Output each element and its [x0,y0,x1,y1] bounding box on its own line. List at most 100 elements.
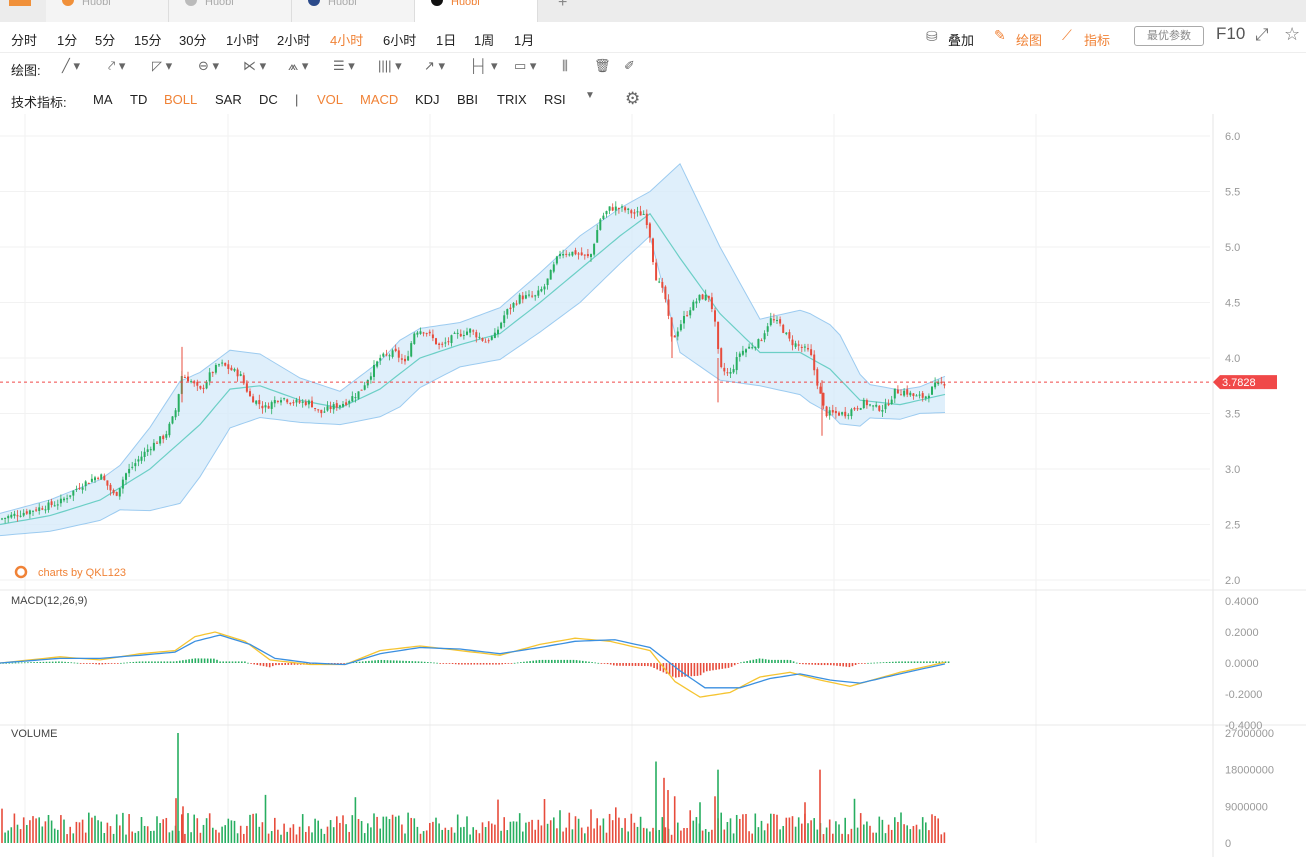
volume-bar [342,815,344,843]
volume-bar [652,827,654,843]
indicator-0[interactable]: MA [93,92,113,107]
timeframe-4[interactable]: 30分 [179,33,207,48]
macd-hist-bar [541,659,544,663]
more-indicators-icon[interactable]: ▼ [585,90,595,101]
candle-body [227,364,230,369]
candle-body [537,290,540,296]
indicator-2[interactable]: BOLL [164,92,198,107]
timeframe-10[interactable]: 1周 [474,33,495,48]
indicator-8[interactable]: KDJ [415,92,440,107]
volume-bar [890,829,893,843]
overlay-button[interactable]: 叠加 [948,33,975,48]
volume-bar [320,828,323,843]
tab-source: Huobi [328,0,357,8]
indicator-3[interactable]: SAR [215,92,242,107]
macd-hist-bar [14,662,17,664]
star-icon[interactable]: ☆ [1284,24,1301,44]
volume-bar [590,809,592,843]
pattern-tool-icon[interactable]: ⩕ ▾ [288,58,309,73]
chart-watermark: charts by QKL123 [38,567,126,579]
add-tab-icon[interactable]: + [558,0,568,11]
shape-tool-icon[interactable]: ⊖ ▾ [198,58,220,73]
candle-body [751,347,754,349]
timeframe-8[interactable]: 6小时 [383,33,417,48]
indicator-6[interactable]: VOL [317,92,344,107]
candle-body [695,301,698,304]
candle-body [729,372,732,374]
volume-bar [565,827,567,843]
timeframe-2[interactable]: 5分 [95,33,116,48]
line-tool-icon[interactable]: ╱ ▾ [62,58,80,73]
volume-bar [264,794,267,843]
candle-body [776,320,778,322]
indicator-10[interactable]: TRIX [497,92,527,107]
tab-3[interactable]: Huobi [292,0,415,22]
candle-body [596,230,599,243]
candle-body [714,310,716,322]
timeframe-6[interactable]: 2小时 [277,33,311,48]
trash-icon[interactable]: 🗑 [594,58,611,73]
app-logo[interactable] [9,0,31,6]
volume-bar [869,825,871,843]
candle-body [4,517,7,519]
arrow-tool-icon[interactable]: ↗ ▾ [424,58,446,73]
volume-bar [267,833,270,843]
note-tool-icon[interactable]: ▭ ▾ [514,58,537,73]
macd-hist-bar [200,658,203,663]
channel-tool-icon[interactable]: ◸ ▾ [152,58,173,73]
macd-hist-bar [182,660,184,663]
candle-body [190,381,193,383]
level-tool-icon[interactable]: ☰ ▾ [333,58,355,73]
ray-tool-icon[interactable]: ⤤ ▾ [108,58,126,73]
fib-tool-icon[interactable]: ⋉ ▾ [243,58,267,73]
candle-body [199,386,202,389]
candle-body [75,488,78,490]
timeframe-0[interactable]: 分时 [11,33,38,48]
indicator-11[interactable]: RSI [544,92,566,107]
macd-hist-bar [811,663,813,665]
candle-body [652,238,654,263]
timeframe-11[interactable]: 1月 [514,33,535,48]
macd-hist-bar [895,661,897,663]
tab-1[interactable]: Huobi [46,0,169,22]
candle-body [7,516,10,519]
candle-body [28,510,31,515]
macd-hist-bar [405,660,407,663]
indicator-9[interactable]: BBI [457,92,478,107]
draw-button[interactable]: 绘图 [1016,33,1043,48]
optimal-param-button[interactable]: 最优参数 [1134,26,1204,46]
candle-body [137,459,140,462]
candle-body [472,330,475,332]
timeframe-5[interactable]: 1小时 [226,33,260,48]
indicator-1[interactable]: TD [130,92,148,107]
expand-icon[interactable]: ⤢ [1255,25,1269,44]
macd-hist-bar [123,662,125,664]
candle-body [748,346,751,349]
pen-lock-icon[interactable]: ✐ [624,58,635,73]
timeframe-1[interactable]: 1分 [57,33,78,48]
timeframe-7[interactable]: 4小时 [330,33,364,48]
indicator-button[interactable]: 指标 [1084,33,1111,48]
timeframe-9[interactable]: 1日 [436,33,457,48]
volume-bar [723,829,726,843]
indicator-7[interactable]: MACD [360,92,399,107]
period-tool-icon[interactable]: |||| ▾ [378,58,402,73]
volume-bar [642,827,645,843]
candle-body [838,412,840,416]
candle-body [704,294,707,301]
macd-hist-bar [619,663,621,666]
measure-tool-icon[interactable]: ├┤ ▾ [469,58,498,73]
volume-bar [701,830,704,843]
bar-tool-icon[interactable]: ⫼ [562,58,568,73]
volume-bar [497,799,499,843]
gear-icon[interactable]: ⚙ [625,89,641,108]
volume-bar [686,827,688,843]
kline-chart[interactable]: 6.0 5.5 5.0 4.5 4.0 3.5 3.0 2.5 2.0 3.7828 charts … [0,114,1306,857]
timeframe-3[interactable]: 15分 [134,33,162,48]
indicator-4[interactable]: DC [259,92,278,107]
tab-4[interactable]: Huobi [415,0,538,22]
macd-hist-bar [423,661,426,663]
f10-button[interactable]: F10 [1216,24,1246,43]
volume-bar [921,817,924,843]
tab-2[interactable]: Huobi [169,0,292,22]
